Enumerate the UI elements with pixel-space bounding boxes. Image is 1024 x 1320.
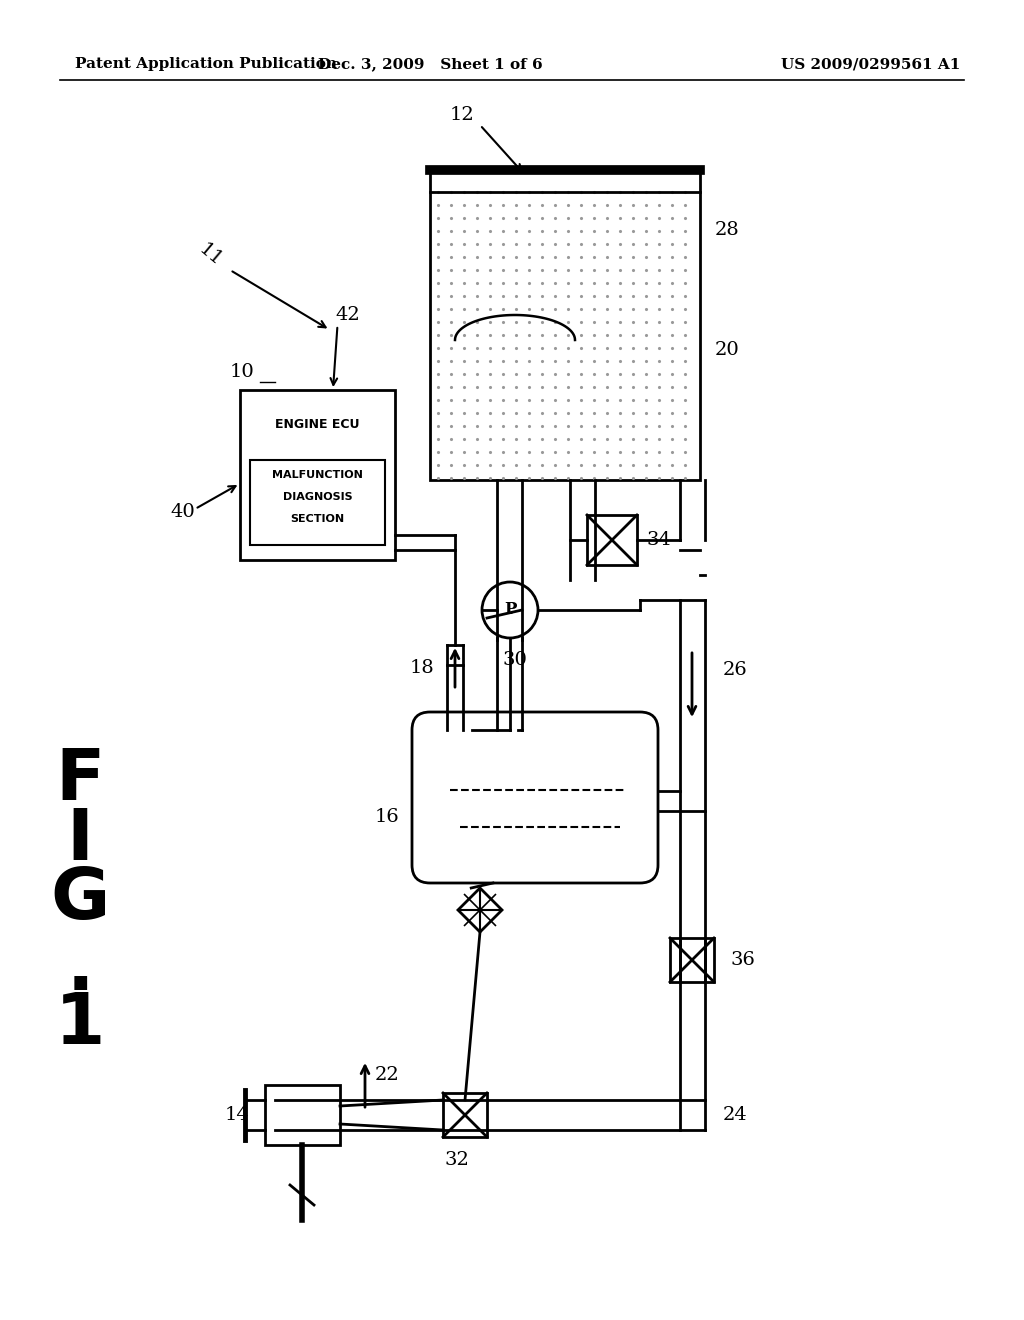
Text: 32: 32 (444, 1151, 469, 1170)
Text: ENGINE ECU: ENGINE ECU (275, 418, 359, 432)
FancyBboxPatch shape (412, 711, 658, 883)
Text: 14: 14 (225, 1106, 250, 1125)
Polygon shape (670, 939, 714, 982)
Text: .: . (67, 936, 94, 1005)
Circle shape (482, 582, 538, 638)
Polygon shape (240, 389, 395, 560)
Text: 34: 34 (647, 531, 672, 549)
Text: 28: 28 (715, 220, 739, 239)
Text: G: G (50, 866, 110, 935)
Text: 26: 26 (723, 661, 748, 678)
Text: 40: 40 (170, 503, 195, 521)
Text: 10: 10 (230, 363, 255, 381)
Polygon shape (265, 1085, 340, 1144)
Text: 18: 18 (410, 659, 435, 677)
Text: 42: 42 (336, 306, 360, 323)
Polygon shape (587, 515, 637, 565)
Text: Patent Application Publication: Patent Application Publication (75, 57, 337, 71)
Text: 1: 1 (55, 990, 105, 1060)
Text: F: F (55, 746, 104, 814)
Text: DIAGNOSIS: DIAGNOSIS (283, 492, 352, 502)
Text: 16: 16 (375, 808, 399, 826)
Text: 30: 30 (503, 651, 527, 669)
Text: 12: 12 (450, 106, 475, 124)
Text: 24: 24 (723, 1106, 748, 1125)
Text: 36: 36 (730, 950, 755, 969)
Text: Dec. 3, 2009   Sheet 1 of 6: Dec. 3, 2009 Sheet 1 of 6 (317, 57, 543, 71)
Text: SECTION: SECTION (291, 515, 344, 524)
Text: MALFUNCTION: MALFUNCTION (272, 470, 362, 480)
Text: 11: 11 (195, 240, 225, 269)
Text: US 2009/0299561 A1: US 2009/0299561 A1 (780, 57, 961, 71)
Text: 22: 22 (375, 1067, 399, 1084)
Text: 20: 20 (715, 341, 739, 359)
Text: I: I (67, 805, 93, 874)
Polygon shape (443, 1093, 487, 1137)
Text: P: P (504, 602, 516, 619)
